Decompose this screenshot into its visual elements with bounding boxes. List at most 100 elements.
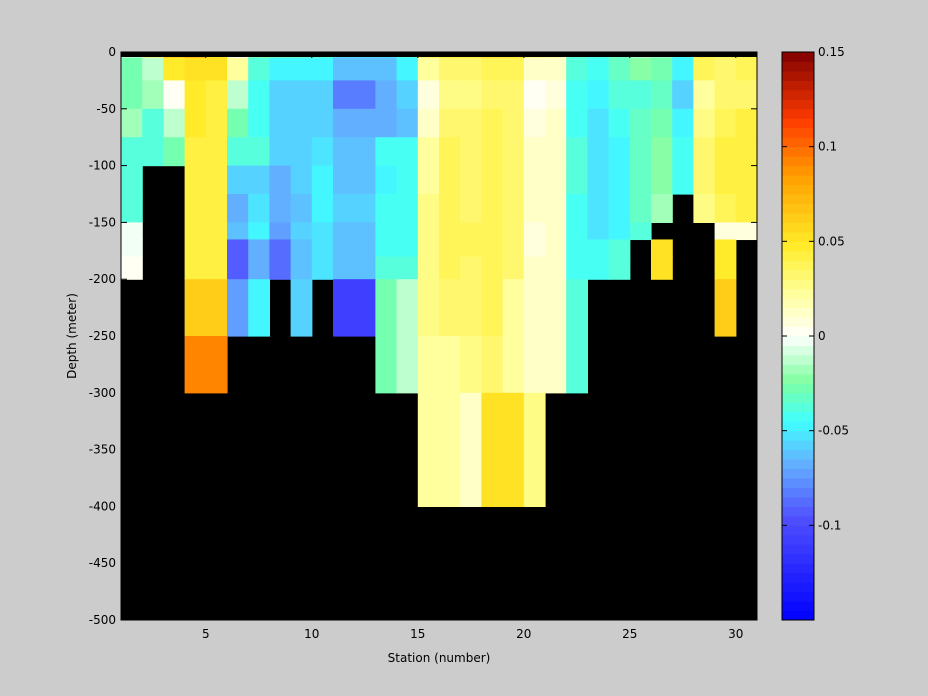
heatmap-cell	[651, 108, 673, 138]
colorbar-swatch	[782, 175, 814, 186]
heatmap-cell	[269, 222, 292, 241]
heatmap-cell	[545, 336, 567, 394]
colorbar-swatch	[782, 89, 814, 100]
heatmap-cell	[566, 336, 588, 394]
heatmap-cell	[184, 222, 207, 241]
heatmap-cell	[651, 80, 673, 110]
heatmap-cell	[121, 222, 143, 241]
heatmap-cell	[608, 57, 631, 81]
heatmap-cell	[714, 80, 737, 110]
heatmap-cell	[672, 137, 694, 167]
heatmap-cell	[354, 222, 376, 241]
colorbar-swatch	[782, 118, 814, 129]
heatmap-cell	[205, 336, 228, 394]
heatmap-cell	[290, 165, 313, 195]
heatmap-cell	[460, 279, 482, 337]
heatmap-cell	[460, 80, 482, 110]
heatmap-cell	[311, 108, 334, 138]
heatmap-cell	[396, 222, 419, 241]
heatmap-cell	[333, 108, 355, 138]
heatmap-cell	[205, 57, 228, 81]
heatmap-cells	[121, 52, 758, 620]
heatmap-cell	[269, 256, 292, 280]
heatmap-cell	[460, 108, 482, 138]
heatmap-cell	[227, 108, 249, 138]
heatmap-cell	[608, 194, 631, 223]
heatmap-cell	[205, 239, 228, 258]
heatmap-cell	[460, 194, 482, 223]
heatmap-cell	[481, 80, 504, 110]
heatmap-cell	[608, 222, 631, 241]
colorbar-swatch	[782, 487, 814, 498]
heatmap-cell	[714, 165, 737, 195]
heatmap-cell	[735, 80, 758, 110]
heatmap-cell	[184, 165, 207, 195]
y-axis-label: Depth (meter)	[65, 293, 79, 379]
heatmap-cell	[587, 256, 610, 280]
heatmap-cell	[481, 194, 504, 223]
heatmap-cell	[333, 222, 355, 241]
heatmap-cell	[523, 392, 546, 507]
heatmap-cell	[205, 194, 228, 223]
colorbar-swatch	[782, 269, 814, 280]
heatmap-cell	[545, 279, 567, 337]
colorbar-swatch	[782, 440, 814, 451]
heatmap-cell	[142, 137, 164, 167]
heatmap-cell	[523, 108, 546, 138]
heatmap-cell	[121, 239, 143, 258]
colorbar-swatch	[782, 506, 814, 517]
colorbar-swatch	[782, 354, 814, 365]
heatmap-cell	[227, 137, 249, 167]
heatmap-cell	[608, 256, 631, 280]
heatmap-cell	[608, 137, 631, 167]
heatmap-cell	[417, 336, 440, 394]
heatmap-cell	[693, 165, 716, 195]
heatmap-cell	[608, 239, 631, 258]
colorbar-swatch	[782, 373, 814, 384]
heatmap-cell	[502, 137, 525, 167]
colorbar-tick-label: -0.1	[818, 518, 841, 532]
colorbar-swatch	[782, 411, 814, 422]
heatmap-cell	[439, 392, 461, 507]
heatmap-cell	[205, 279, 228, 337]
colorbar-swatch	[782, 459, 814, 470]
heatmap-cell	[184, 80, 207, 110]
heatmap-cell	[481, 279, 504, 337]
heatmap-cell	[184, 239, 207, 258]
heatmap-cell	[333, 165, 355, 195]
heatmap-cell	[608, 80, 631, 110]
heatmap-cell	[227, 57, 249, 81]
colorbar-swatch	[782, 250, 814, 261]
heatmap-cell	[502, 194, 525, 223]
surface-line	[121, 52, 757, 57]
colorbar: 0.15 0.1 0.05 0 -0.05 -0.1	[781, 45, 849, 621]
colorbar-swatch	[782, 317, 814, 328]
colorbar-swatch	[782, 582, 814, 593]
heatmap-cell	[566, 256, 588, 280]
heatmap-cell	[545, 256, 567, 280]
heatmap-cell	[227, 80, 249, 110]
heatmap-cell	[227, 165, 249, 195]
heatmap-cell	[417, 137, 440, 167]
colorbar-swatch	[782, 563, 814, 574]
heatmap-cell	[481, 222, 504, 241]
heatmap-cell	[672, 108, 694, 138]
heatmap-cell	[417, 80, 440, 110]
x-axis-label: Station (number)	[388, 651, 491, 665]
heatmap-cell	[375, 336, 398, 394]
heatmap-cell	[396, 279, 419, 337]
heatmap-cell	[523, 194, 546, 223]
heatmap-cell	[545, 57, 567, 81]
colorbar-swatch	[782, 288, 814, 299]
heatmap-cell	[163, 137, 186, 167]
heatmap-cell	[311, 194, 334, 223]
heatmap-cell	[311, 222, 334, 241]
heatmap-cell	[375, 137, 398, 167]
heatmap-cell	[205, 108, 228, 138]
colorbar-swatch	[782, 326, 814, 337]
heatmap-cell	[460, 137, 482, 167]
colorbar-swatch	[782, 52, 814, 62]
heatmap-cell	[693, 57, 716, 81]
heatmap-cell	[439, 57, 461, 81]
